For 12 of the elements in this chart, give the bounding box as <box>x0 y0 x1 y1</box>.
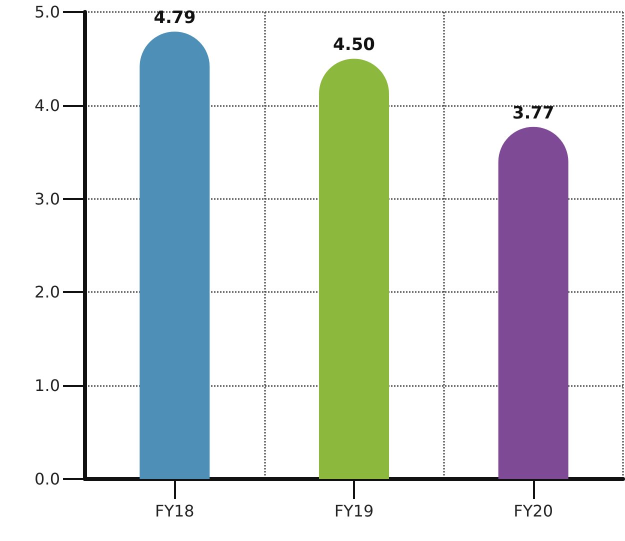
data-label: 4.79 <box>154 8 196 28</box>
data-label: 4.50 <box>333 35 376 56</box>
y-tick-label: 4.0 <box>34 96 60 115</box>
y-tick-label: 2.0 <box>34 282 60 302</box>
x-tick-label: FY18 <box>154 502 194 520</box>
data-label: 3.77 <box>512 103 554 124</box>
y-tick-label: 0.0 <box>34 470 60 488</box>
x-tick-label: FY20 <box>514 502 554 520</box>
y-tick-label: 3.0 <box>34 189 60 208</box>
y-tick-label: 5.0 <box>34 2 60 22</box>
y-tick-label: 1.0 <box>34 376 60 396</box>
x-tick-label: FY19 <box>334 502 374 520</box>
